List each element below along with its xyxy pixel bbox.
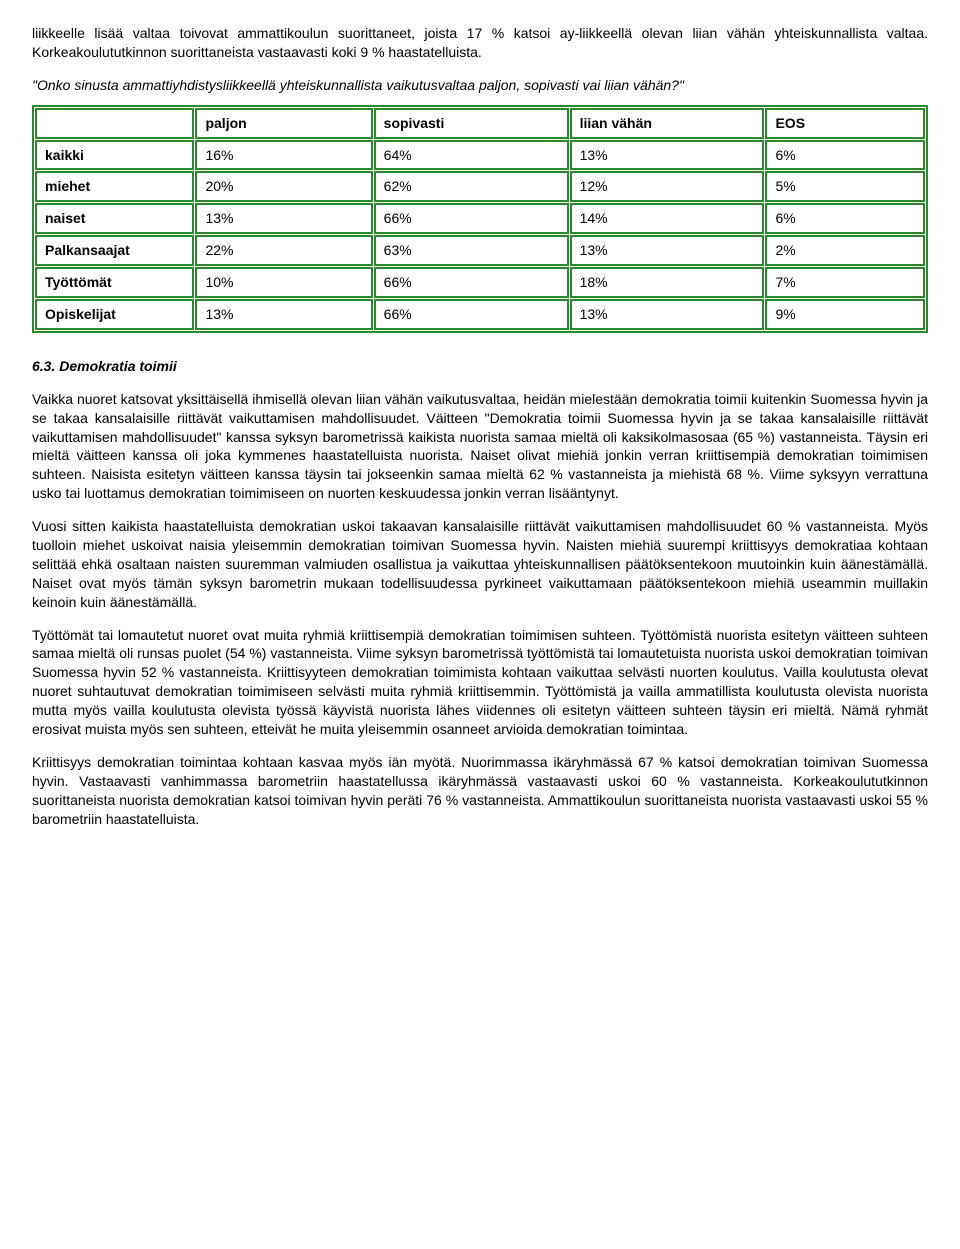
- row-label: kaikki: [35, 140, 194, 171]
- row-value: 13%: [570, 235, 765, 266]
- row-value: 10%: [195, 267, 372, 298]
- results-table: paljon sopivasti liian vähän EOS kaikki …: [32, 105, 928, 333]
- row-value: 9%: [765, 299, 925, 330]
- row-label: Työttömät: [35, 267, 194, 298]
- row-value: 13%: [570, 140, 765, 171]
- table-header-cell: liian vähän: [570, 108, 765, 139]
- row-value: 6%: [765, 203, 925, 234]
- table-header-cell: [35, 108, 194, 139]
- row-value: 2%: [765, 235, 925, 266]
- section-heading: 6.3. Demokratia toimii: [32, 357, 928, 376]
- row-value: 64%: [374, 140, 569, 171]
- row-value: 66%: [374, 299, 569, 330]
- row-label: naiset: [35, 203, 194, 234]
- table-header-cell: sopivasti: [374, 108, 569, 139]
- body-paragraph: Kriittisyys demokratian toimintaa kohtaa…: [32, 753, 928, 829]
- row-value: 7%: [765, 267, 925, 298]
- row-label: Opiskelijat: [35, 299, 194, 330]
- row-value: 14%: [570, 203, 765, 234]
- row-value: 13%: [195, 203, 372, 234]
- row-value: 16%: [195, 140, 372, 171]
- row-value: 13%: [570, 299, 765, 330]
- row-value: 22%: [195, 235, 372, 266]
- row-label: miehet: [35, 171, 194, 202]
- row-value: 66%: [374, 203, 569, 234]
- table-row: Opiskelijat 13% 66% 13% 9%: [35, 299, 925, 330]
- table-header-cell: EOS: [765, 108, 925, 139]
- intro-paragraph: liikkeelle lisää valtaa toivovat ammatti…: [32, 24, 928, 62]
- row-value: 18%: [570, 267, 765, 298]
- row-value: 20%: [195, 171, 372, 202]
- row-value: 6%: [765, 140, 925, 171]
- body-paragraph: Vaikka nuoret katsovat yksittäisellä ihm…: [32, 390, 928, 503]
- table-row: Palkansaajat 22% 63% 13% 2%: [35, 235, 925, 266]
- body-paragraph: Työttömät tai lomautetut nuoret ovat mui…: [32, 626, 928, 739]
- quote-line: "Onko sinusta ammattiyhdistysliikkeellä …: [32, 76, 928, 95]
- body-paragraph: Vuosi sitten kaikista haastatelluista de…: [32, 517, 928, 611]
- row-value: 63%: [374, 235, 569, 266]
- table-row: naiset 13% 66% 14% 6%: [35, 203, 925, 234]
- row-value: 13%: [195, 299, 372, 330]
- table-row: miehet 20% 62% 12% 5%: [35, 171, 925, 202]
- row-value: 12%: [570, 171, 765, 202]
- row-label: Palkansaajat: [35, 235, 194, 266]
- table-row: kaikki 16% 64% 13% 6%: [35, 140, 925, 171]
- row-value: 66%: [374, 267, 569, 298]
- table-header-cell: paljon: [195, 108, 372, 139]
- table-row: Työttömät 10% 66% 18% 7%: [35, 267, 925, 298]
- row-value: 5%: [765, 171, 925, 202]
- table-header-row: paljon sopivasti liian vähän EOS: [35, 108, 925, 139]
- row-value: 62%: [374, 171, 569, 202]
